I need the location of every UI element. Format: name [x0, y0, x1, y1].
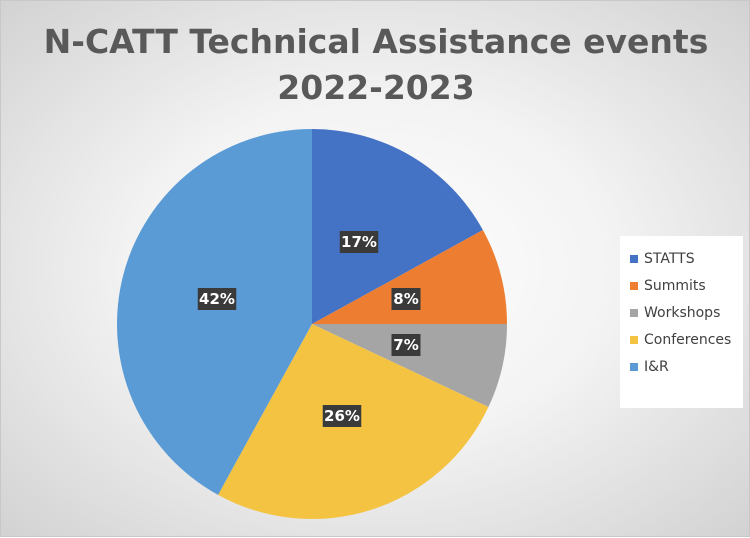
chart-title: N-CATT Technical Assistance events 2022-… — [1, 19, 750, 111]
data-label-background — [391, 334, 421, 356]
data-label-background — [391, 288, 421, 310]
data-label-text: 26% — [324, 407, 360, 425]
data-label-background — [322, 405, 362, 427]
data-label-conferences: 26% — [322, 405, 362, 427]
legend-item-statts: STATTS — [630, 245, 743, 272]
legend-label: STATTS — [644, 250, 695, 267]
legend-label: Conferences — [644, 331, 732, 348]
data-label-text: 42% — [199, 290, 235, 308]
data-label-i-and-r: 42% — [197, 288, 237, 310]
data-label-workshops: 7% — [391, 334, 421, 356]
data-label-text: 17% — [341, 233, 377, 251]
legend-item-conferences: Conferences — [630, 326, 743, 353]
chart-title-line-1: N-CATT Technical Assistance events — [43, 22, 709, 61]
chart-title-line-2: 2022-2023 — [277, 68, 475, 107]
legend-item-workshops: Workshops — [630, 299, 743, 326]
pie-slice-i-and-r — [116, 129, 313, 495]
data-label-background — [339, 231, 379, 253]
pie-slice-statts — [312, 129, 483, 324]
data-label-statts: 17% — [339, 231, 379, 253]
data-label-summits: 8% — [391, 288, 421, 310]
legend-label: Summits — [644, 277, 706, 294]
legend-item-summits: Summits — [630, 272, 743, 299]
legend-swatch — [630, 254, 638, 263]
pie-slice-workshops — [312, 324, 507, 408]
data-label-text: 8% — [393, 290, 418, 308]
legend-item-i-and-r: I&R — [630, 353, 743, 380]
data-label-text: 7% — [393, 336, 418, 354]
legend: STATTS Summits Workshops Conferences I&R — [620, 236, 743, 408]
legend-swatch — [630, 362, 638, 371]
pie-slice-summits — [312, 230, 507, 324]
data-label-background — [197, 288, 237, 310]
legend-swatch — [630, 281, 638, 290]
legend-swatch — [630, 308, 638, 317]
legend-swatch — [630, 335, 638, 344]
legend-label: I&R — [644, 358, 669, 375]
legend-label: Workshops — [644, 304, 721, 321]
